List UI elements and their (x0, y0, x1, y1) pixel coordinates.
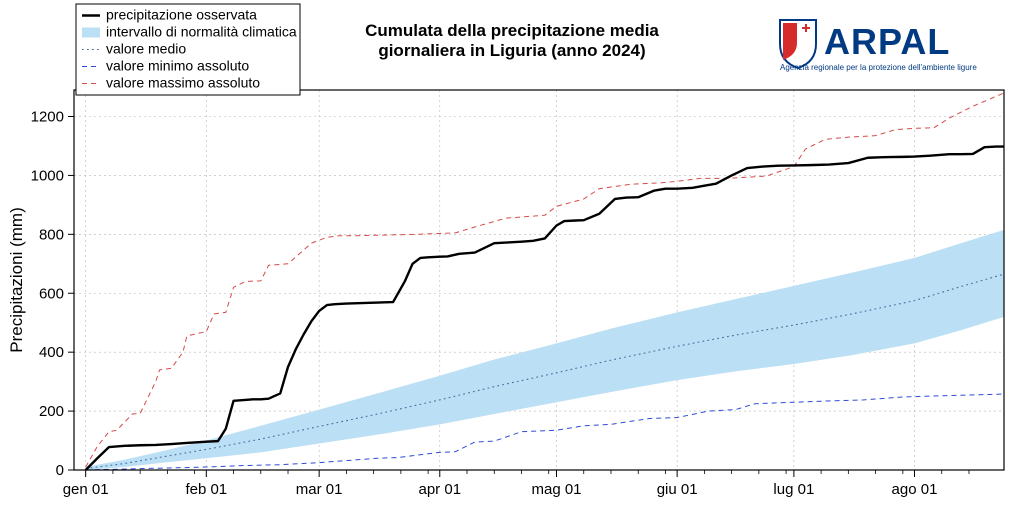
svg-text:ago 01: ago 01 (892, 481, 938, 498)
arpal-logo: ARPALAgenzia regionale per la protezione… (780, 20, 977, 72)
svg-text:ARPAL: ARPAL (824, 21, 950, 62)
svg-text:mar 01: mar 01 (296, 481, 343, 498)
svg-text:600: 600 (39, 285, 64, 302)
svg-text:giu 01: giu 01 (657, 481, 698, 498)
svg-text:mag 01: mag 01 (531, 481, 581, 498)
svg-text:400: 400 (39, 344, 64, 361)
svg-text:200: 200 (39, 403, 64, 420)
svg-text:valore massimo assoluto: valore massimo assoluto (106, 75, 260, 91)
svg-text:apr 01: apr 01 (419, 481, 462, 498)
svg-text:valore medio: valore medio (106, 41, 186, 57)
svg-text:0: 0 (56, 462, 64, 479)
svg-text:valore minimo assoluto: valore minimo assoluto (106, 58, 249, 74)
svg-text:1000: 1000 (31, 167, 64, 184)
svg-text:1200: 1200 (31, 109, 64, 126)
svg-text:Agenzia regionale per la prote: Agenzia regionale per la protezione dell… (780, 63, 977, 72)
svg-text:feb 01: feb 01 (185, 481, 227, 498)
svg-text:precipitazione osservata: precipitazione osservata (106, 7, 257, 23)
svg-text:lug 01: lug 01 (773, 481, 814, 498)
legend: precipitazione osservataintervallo di no… (76, 4, 300, 95)
svg-text:giornaliera in Liguria (anno 2: giornaliera in Liguria (anno 2024) (378, 41, 645, 60)
svg-text:800: 800 (39, 226, 64, 243)
svg-text:gen 01: gen 01 (63, 481, 109, 498)
svg-text:Precipitazioni (mm): Precipitazioni (mm) (7, 207, 26, 352)
svg-text:intervallo di normalità climat: intervallo di normalità climatica (106, 24, 297, 40)
chart-container: 0 200 400 600 800 1000 1200 Precipitazioni (mm)… (0, 0, 1024, 512)
svg-text:Cumulata della precipitazione: Cumulata della precipitazione media (365, 21, 659, 40)
chart-svg: 0 200 400 600 800 1000 1200 Precipitazioni (mm)… (0, 0, 1024, 512)
